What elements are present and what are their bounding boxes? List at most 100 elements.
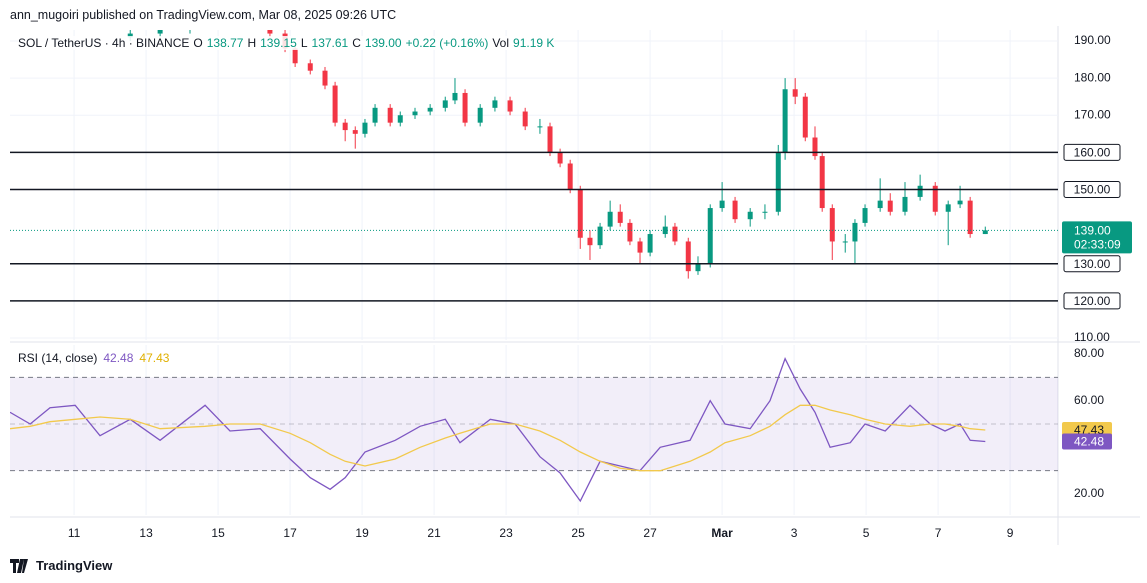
y-tick-label: 110.00 — [1074, 330, 1110, 344]
legend-value: 139.15 — [260, 36, 297, 50]
candle-body — [157, 30, 163, 34]
x-tick-label: 17 — [283, 526, 297, 540]
candle-body — [819, 156, 825, 209]
value-tag-label: 42.48 — [1074, 435, 1104, 449]
legend-value: 138.77 — [206, 36, 244, 50]
candle-body — [762, 211, 768, 213]
candle-body — [932, 185, 938, 212]
rsi-lines — [10, 357, 986, 503]
candle-body — [248, 22, 253, 26]
rsi-line — [10, 357, 986, 503]
publisher: ann_mugoiri published on TradingView.com… — [10, 8, 397, 22]
candle-body — [397, 115, 403, 123]
candle-body — [537, 126, 543, 128]
legend-value: 137.61 — [311, 36, 349, 50]
candle-body — [917, 185, 923, 197]
candle-body — [188, 26, 193, 30]
candle-body — [332, 85, 338, 123]
rsi-legend: RSI (14, close) 42.48 47.43 — [18, 351, 169, 365]
candle-body — [747, 211, 753, 220]
x-tick-label: Mar — [711, 526, 733, 540]
level-tag — [1063, 143, 1121, 161]
candle-body — [842, 241, 848, 243]
rsi-ma-value: 47.43 — [139, 351, 170, 365]
y-tick-label: 60.00 — [1074, 393, 1104, 407]
candle-body — [982, 230, 988, 235]
candle-body — [352, 130, 358, 134]
last-price-tag — [1062, 221, 1132, 254]
candle-body — [957, 200, 963, 205]
legend-key: L — [300, 36, 308, 50]
x-tick-label: 23 — [499, 526, 513, 540]
candle-body — [567, 163, 573, 190]
candle-body — [307, 63, 313, 71]
candle-body — [452, 92, 458, 101]
level-tag — [1063, 292, 1121, 310]
x-tick-label: 5 — [863, 526, 870, 540]
candle-body — [852, 222, 858, 242]
legend-value: 139.00 — [364, 36, 402, 50]
candle-body — [557, 152, 563, 164]
last-price-label: 139.00 — [1074, 224, 1111, 238]
candle-body — [707, 208, 713, 264]
candle-body — [462, 92, 468, 123]
candle-body — [695, 263, 701, 272]
level-label: 130.00 — [1074, 257, 1111, 271]
brand: TradingView — [36, 558, 113, 573]
y-tick-label: 190.00 — [1074, 33, 1111, 47]
candle-body — [719, 200, 725, 209]
candle-body — [627, 222, 633, 242]
candle-body — [945, 204, 951, 212]
rsi-title: RSI (14, close) — [18, 351, 98, 365]
candle-body — [597, 226, 603, 246]
candle-body — [322, 70, 328, 86]
y-tick-label: 170.00 — [1074, 107, 1111, 121]
candle-body — [802, 96, 808, 138]
candle-body — [587, 237, 593, 246]
candles — [127, 22, 988, 279]
x-tick-label: 7 — [935, 526, 942, 540]
footer: TradingView — [10, 558, 112, 573]
candle-body — [902, 196, 908, 212]
candle-body — [617, 211, 623, 223]
candle-body — [342, 122, 348, 131]
candle-body — [127, 33, 133, 38]
candle-body — [362, 122, 368, 134]
x-tick-label: 15 — [211, 526, 225, 540]
candle-body — [792, 89, 798, 97]
level-tag — [1063, 255, 1121, 273]
x-tick-label: 19 — [355, 526, 369, 540]
candle-body — [577, 189, 583, 238]
candle-body — [292, 48, 298, 64]
candle-body — [782, 89, 788, 153]
candle-body — [647, 234, 653, 253]
countdown: 02:33:09 — [1074, 238, 1121, 252]
legend-key: Vol — [492, 36, 510, 50]
candle-body — [812, 137, 818, 157]
legend-value: 91.19 K — [513, 36, 555, 50]
candle-body — [522, 111, 528, 127]
rsi-line — [10, 404, 986, 472]
candle-body — [372, 107, 378, 123]
y-tick-label: 80.00 — [1074, 346, 1104, 360]
level-label: 120.00 — [1074, 294, 1111, 308]
candle-body — [862, 208, 868, 223]
x-tick-label: 9 — [1007, 526, 1014, 540]
level-label: 160.00 — [1074, 146, 1111, 160]
level-tag — [1063, 180, 1121, 198]
candle-body — [507, 100, 513, 112]
candle-body — [685, 241, 691, 272]
x-tick-label: 27 — [643, 526, 657, 540]
candle-body — [672, 226, 678, 242]
x-tick-label: 3 — [791, 526, 798, 540]
x-tick-label: 21 — [427, 526, 441, 540]
candle-body — [887, 200, 893, 212]
candle-body — [732, 200, 738, 220]
candle-body — [547, 126, 553, 153]
candle-body — [829, 208, 835, 242]
legend-key: H — [247, 36, 257, 50]
candle-body — [387, 107, 393, 123]
legend-key: O — [193, 36, 203, 50]
y-tick-label: 180.00 — [1074, 70, 1111, 84]
